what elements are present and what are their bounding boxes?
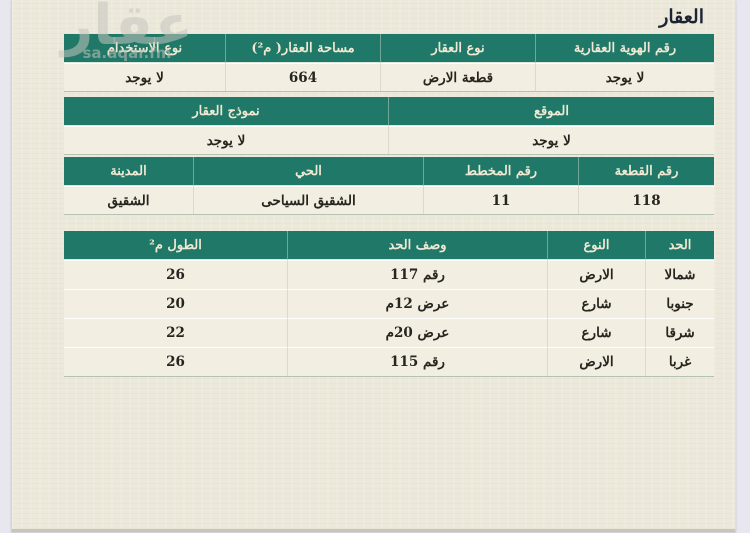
boundaries-cell: 26 (64, 347, 288, 376)
plot-info-header: المدينة (64, 157, 194, 186)
boundaries-table: الحد النوع وصف الحد الطول م² شمالا الارض رقم 1… (64, 231, 714, 377)
plot-info-cell: 118 (579, 186, 714, 214)
property-info-header: نوع الاستخدام (64, 34, 226, 63)
property-info-cell: 664 (226, 63, 381, 91)
boundaries-cell: عرض 12م (288, 289, 548, 318)
boundaries-header: الحد (646, 231, 714, 260)
property-info-cell: قطعة الارض (381, 63, 536, 91)
location-model-cell: لا يوجد (64, 126, 389, 154)
document-content: العقار رقم الهوية العقارية نوع العقار مساح… (12, 0, 735, 377)
property-document: عقار sa.aqar.fm العقار رقم الهوية العقار… (11, 0, 736, 532)
boundaries-header: وصف الحد (288, 231, 548, 260)
location-model-header: الموقع (389, 97, 714, 126)
boundaries-cell: 20 (64, 289, 288, 318)
boundaries-cell: الارض (548, 347, 646, 376)
property-info-header: رقم الهوية العقارية (536, 34, 714, 63)
boundaries-cell: شرقا (646, 318, 714, 347)
property-info-cell: لا يوجد (536, 63, 714, 91)
location-model-cell: لا يوجد (389, 126, 714, 154)
plot-info-table: رقم القطعة رقم المخطط الحي المدينة 118 11 الشق… (64, 157, 714, 215)
property-info-table: رقم الهوية العقارية نوع العقار مساحة العقا… (64, 34, 714, 92)
property-info-header: مساحة العقار( م²) (226, 34, 381, 63)
location-model-table: الموقع نموذج العقار لا يوجد لا يوجد (64, 97, 714, 155)
boundaries-cell: شمالا (646, 260, 714, 289)
plot-info-header: رقم المخطط (424, 157, 579, 186)
location-model-header: نموذج العقار (64, 97, 389, 126)
plot-info-header: الحي (194, 157, 424, 186)
plot-info-header: رقم القطعة (579, 157, 714, 186)
boundaries-cell: 26 (64, 260, 288, 289)
property-info-header: نوع العقار (381, 34, 536, 63)
boundaries-header: النوع (548, 231, 646, 260)
boundaries-cell: رقم 115 (288, 347, 548, 376)
boundaries-cell: شارع (548, 318, 646, 347)
boundaries-cell: جنوبا (646, 289, 714, 318)
boundaries-header: الطول م² (64, 231, 288, 260)
plot-info-cell: الشقيق (64, 186, 194, 214)
boundaries-cell: 22 (64, 318, 288, 347)
boundaries-cell: عرض 20م (288, 318, 548, 347)
plot-info-cell: الشقيق السياحى (194, 186, 424, 214)
boundaries-cell: غربا (646, 347, 714, 376)
boundaries-cell: الارض (548, 260, 646, 289)
boundaries-cell: رقم 117 (288, 260, 548, 289)
page-title: العقار (659, 6, 704, 28)
plot-info-cell: 11 (424, 186, 579, 214)
property-info-cell: لا يوجد (64, 63, 226, 91)
boundaries-cell: شارع (548, 289, 646, 318)
